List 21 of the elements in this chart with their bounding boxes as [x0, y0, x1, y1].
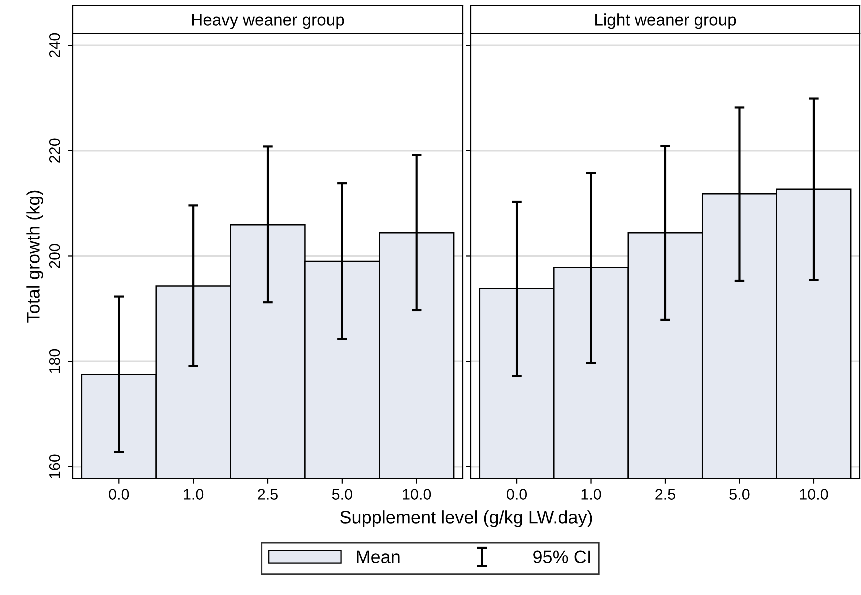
- x-tick-label: 2.5: [258, 489, 278, 500]
- y-tick-label: 200: [49, 244, 60, 268]
- x-tick-label: 10.0: [800, 489, 828, 500]
- x-tick-label: 0.0: [507, 489, 528, 500]
- y-tick-label: 240: [49, 33, 60, 58]
- text: 95% CI: [534, 550, 590, 564]
- x-tick-label: 2.5: [656, 489, 676, 500]
- y-tick-label: 220: [49, 138, 60, 163]
- chart-title: Light weaner group: [596, 14, 736, 30]
- y-axis-title: Total growth (kg): [26, 190, 44, 323]
- x-tick-label: 5.0: [730, 489, 750, 500]
- x-tick-label: 1.0: [184, 489, 204, 500]
- x-tick-label: 5.0: [332, 489, 352, 500]
- x-tick-label: 0.0: [109, 489, 130, 500]
- y-tick-label: 160: [49, 454, 60, 478]
- y-tick-label: 180: [49, 349, 60, 374]
- x-tick-label: 1.0: [582, 489, 602, 500]
- x-axis-title: Supplement level (g/kg LW.day): [340, 510, 592, 528]
- x-tick-label: 10.0: [403, 489, 432, 500]
- chart-title: Heavy weaner group: [192, 14, 344, 30]
- legend-label: Mean: [357, 550, 400, 564]
